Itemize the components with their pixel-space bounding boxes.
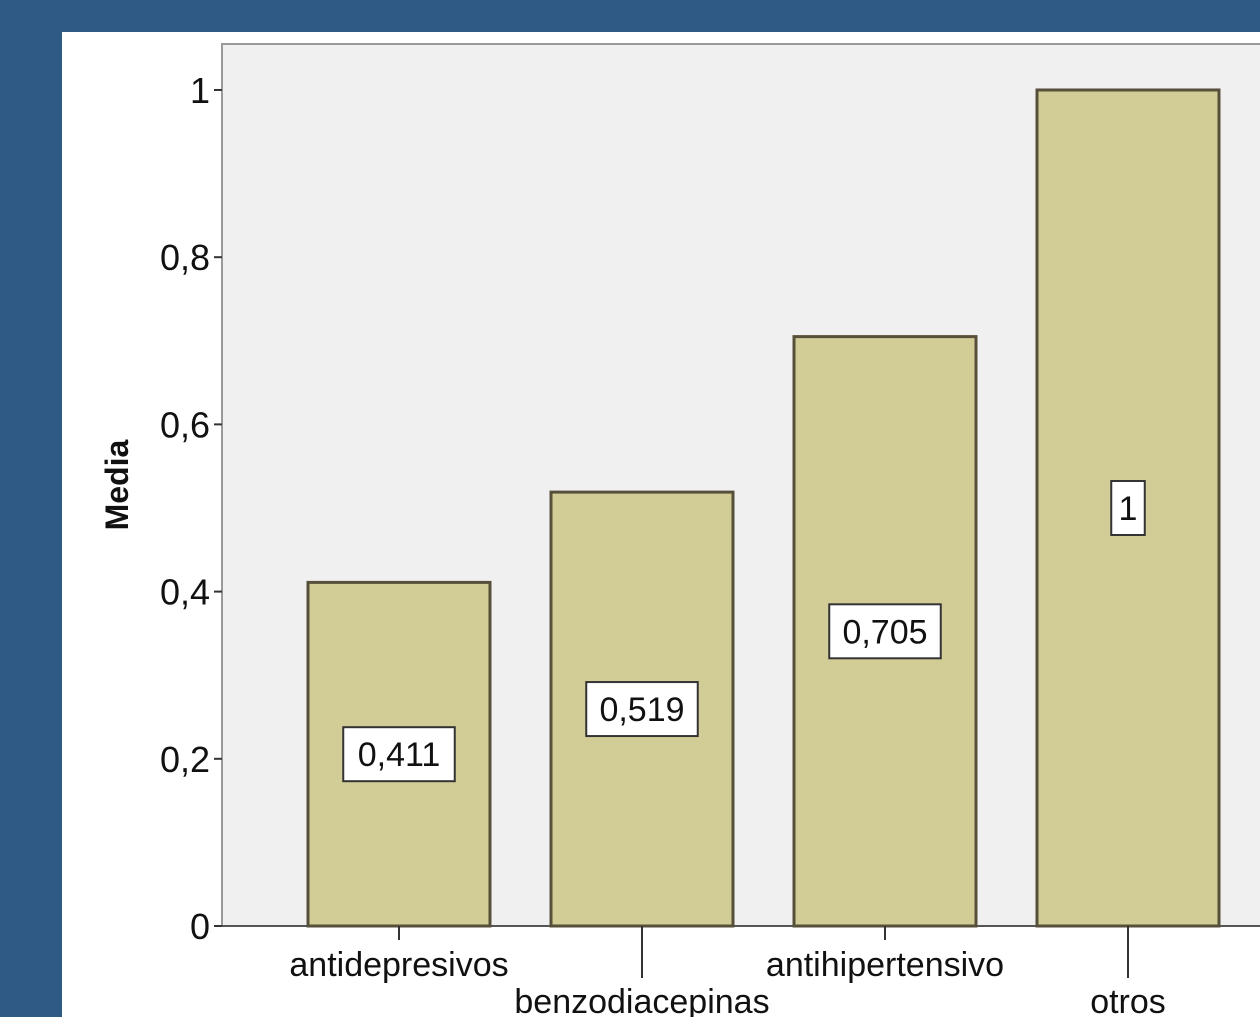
x-category-label: antihipertensivo (766, 946, 1004, 984)
y-tick-label: 0,6 (160, 404, 210, 445)
data-label: 1 (1119, 490, 1138, 528)
data-label: 0,705 (842, 613, 927, 651)
y-tick-label: 0,8 (160, 237, 210, 278)
y-tick-label: 1 (190, 70, 210, 111)
chart-panel: Media 0 0,2 0,4 0,6 0,8 1 antidepresivos 0,411 b… (62, 32, 1260, 1017)
bar-chart: Media 0 0,2 0,4 0,6 0,8 1 antidepresivos 0,411 b… (99, 43, 1260, 1017)
y-tick-label: 0,2 (160, 739, 210, 780)
y-tick-label: 0,4 (160, 572, 210, 613)
x-category-label: benzodiacepinas (514, 983, 769, 1017)
y-tick-label: 0 (190, 906, 210, 947)
data-label-box (342, 726, 456, 783)
y-axis-title: Media (99, 439, 135, 530)
data-label-box (828, 603, 942, 660)
x-category-label: antidepresivos (289, 946, 508, 984)
data-label: 0,411 (358, 736, 441, 774)
data-label-box (585, 681, 699, 738)
x-category-label: otros (1090, 983, 1166, 1017)
data-label: 0,519 (599, 691, 684, 729)
data-label-box (1110, 479, 1146, 536)
chart-marks: 0 0,2 0,4 0,6 0,8 1 antidepresivos 0,411 benzodi… (160, 70, 1260, 1017)
